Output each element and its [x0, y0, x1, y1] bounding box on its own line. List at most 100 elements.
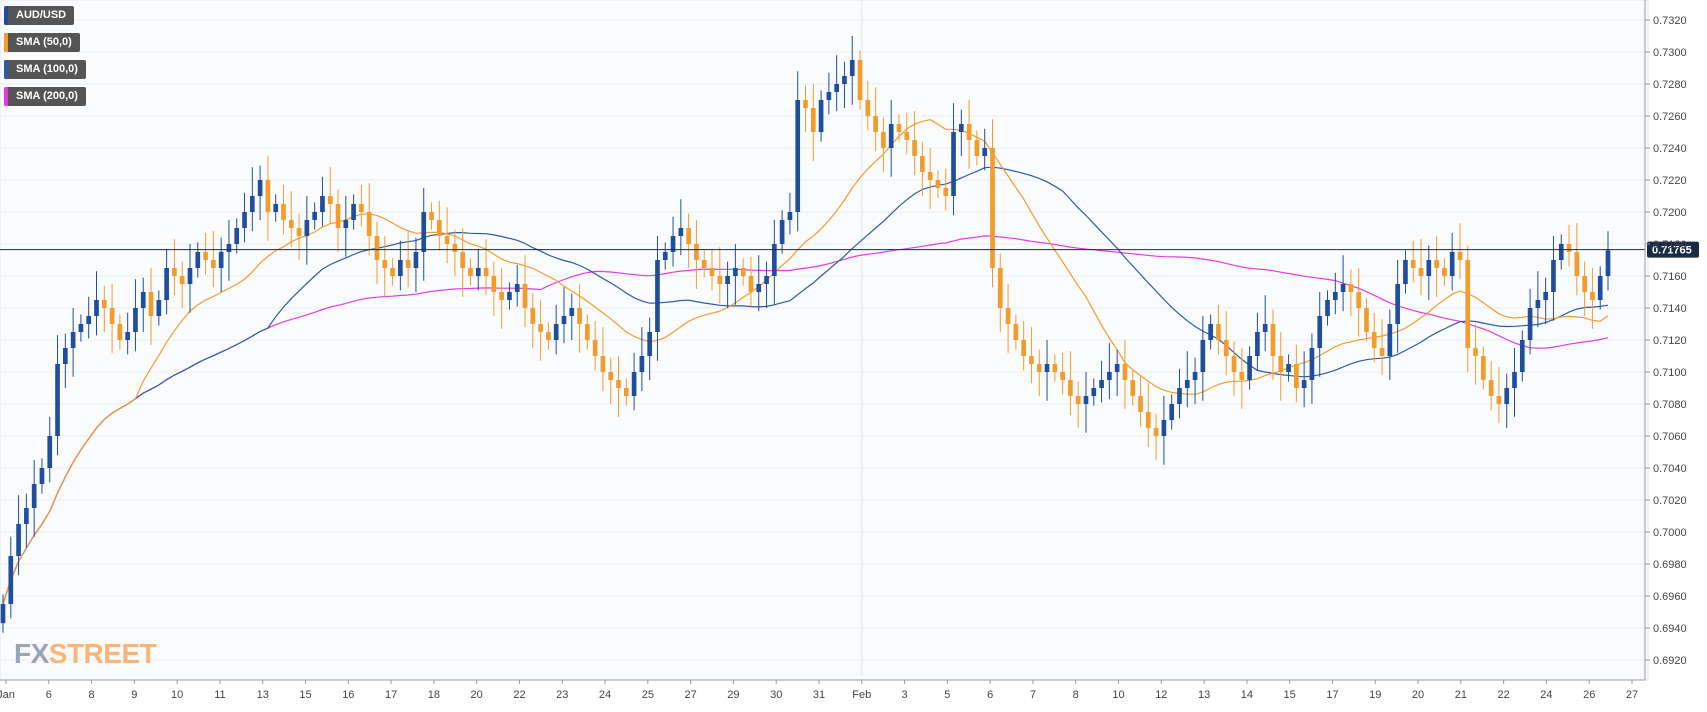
- candle: [1395, 260, 1400, 353]
- candle-body: [600, 356, 606, 372]
- candle: [779, 210, 785, 254]
- x-tick-label: 11: [214, 689, 225, 701]
- x-tick-label: 13: [257, 689, 269, 701]
- candle: [717, 247, 723, 304]
- candle-body: [943, 188, 949, 196]
- fxstreet-logo: FXSTREET: [14, 638, 157, 669]
- candle-body: [1379, 348, 1385, 356]
- candle-body: [179, 276, 185, 284]
- candle-body: [312, 212, 317, 220]
- candle-body: [156, 300, 162, 316]
- candle: [1504, 373, 1510, 428]
- sma-200-line: [2, 235, 1609, 605]
- candle-body: [888, 124, 894, 148]
- candle: [943, 168, 949, 211]
- candle-body: [507, 292, 512, 300]
- candle: [1294, 344, 1299, 403]
- candle: [335, 189, 341, 252]
- candle-body: [47, 436, 53, 468]
- candle-body: [499, 292, 504, 300]
- candle-body: [639, 356, 645, 372]
- candle: [1356, 268, 1362, 337]
- candle: [810, 84, 816, 161]
- y-tick-label: 0.6960: [1653, 591, 1687, 603]
- candle: [1387, 309, 1393, 380]
- candle-body: [530, 308, 536, 324]
- candle: [203, 232, 208, 275]
- candle: [1481, 346, 1486, 390]
- x-tick-label: 8: [89, 689, 95, 701]
- legend-sma-50[interactable]: SMA (50,0): [4, 33, 80, 52]
- candle-body: [374, 236, 380, 260]
- y-tick-label: 0.6940: [1653, 623, 1687, 635]
- legend-swatch: [4, 60, 8, 79]
- candle: [1449, 232, 1455, 291]
- candle: [1465, 245, 1471, 372]
- candle-body: [1418, 268, 1424, 276]
- candle: [1145, 383, 1151, 448]
- candle: [1426, 245, 1432, 300]
- legend-aud-usd[interactable]: AUD/USD: [4, 6, 75, 25]
- candle-body: [709, 268, 715, 276]
- candle: [94, 271, 99, 336]
- candle: [1278, 332, 1284, 401]
- candle-body: [491, 276, 497, 292]
- x-axis: Jan 6 8 9 10 11 13 15 16 17 18 20 22 23 24 25 27 29 30 31 Fe…: [0, 679, 1645, 701]
- y-tick-label: 0.7100: [1653, 367, 1687, 379]
- x-tick-label: 24: [599, 689, 611, 701]
- sma100-path: [2, 166, 1609, 605]
- candle: [1130, 370, 1136, 406]
- x-tick-label: 9: [131, 689, 137, 701]
- candle-body: [803, 100, 808, 108]
- candle-body: [787, 212, 793, 220]
- candle: [1410, 240, 1416, 283]
- x-tick-label: 15: [299, 689, 311, 701]
- candle: [585, 314, 590, 350]
- candle: [312, 202, 317, 230]
- candle: [577, 284, 582, 353]
- candle-body: [771, 244, 777, 276]
- candle: [359, 184, 364, 227]
- x-tick-label: 13: [1198, 689, 1210, 701]
- candle-body: [1403, 260, 1408, 284]
- x-tick-label: 10: [171, 689, 183, 701]
- candle: [242, 192, 247, 243]
- candle: [156, 290, 162, 326]
- legend-sma-100[interactable]: SMA (100,0): [4, 60, 86, 79]
- x-tick-label: 8: [1073, 689, 1079, 701]
- candle: [725, 261, 730, 308]
- legend-label: SMA (50,0): [16, 36, 72, 48]
- candle: [125, 312, 130, 355]
- candle: [398, 240, 403, 291]
- candle-body: [810, 108, 816, 132]
- candle: [109, 284, 115, 353]
- legend-sma-200[interactable]: SMA (200,0): [4, 87, 86, 106]
- candle-body: [522, 284, 528, 308]
- candle: [1496, 367, 1502, 424]
- y-tick-label: 0.7200: [1653, 207, 1687, 219]
- candle-body: [514, 284, 520, 292]
- candle: [460, 228, 466, 297]
- candle: [1052, 354, 1058, 382]
- x-tick-label: 20: [1412, 689, 1424, 701]
- x-tick-label: 10: [1112, 689, 1124, 701]
- candle-body: [24, 508, 29, 524]
- candle: [483, 239, 489, 296]
- candle: [990, 119, 995, 288]
- x-tick-label: 25: [642, 689, 654, 701]
- candle-body: [320, 196, 325, 212]
- candle-body: [148, 292, 154, 316]
- candle: [740, 258, 746, 286]
- candle-body: [1325, 300, 1330, 316]
- y-tick-label: 0.7000: [1653, 527, 1687, 539]
- candle: [187, 244, 193, 313]
- candle: [1473, 324, 1478, 385]
- candle-body: [1426, 260, 1432, 276]
- candle-body: [748, 276, 754, 292]
- candle: [608, 357, 614, 404]
- candle-body: [1036, 364, 1042, 372]
- candle: [1122, 340, 1128, 409]
- candle-body: [1457, 252, 1463, 260]
- candle: [569, 293, 575, 340]
- candle: [1519, 330, 1525, 382]
